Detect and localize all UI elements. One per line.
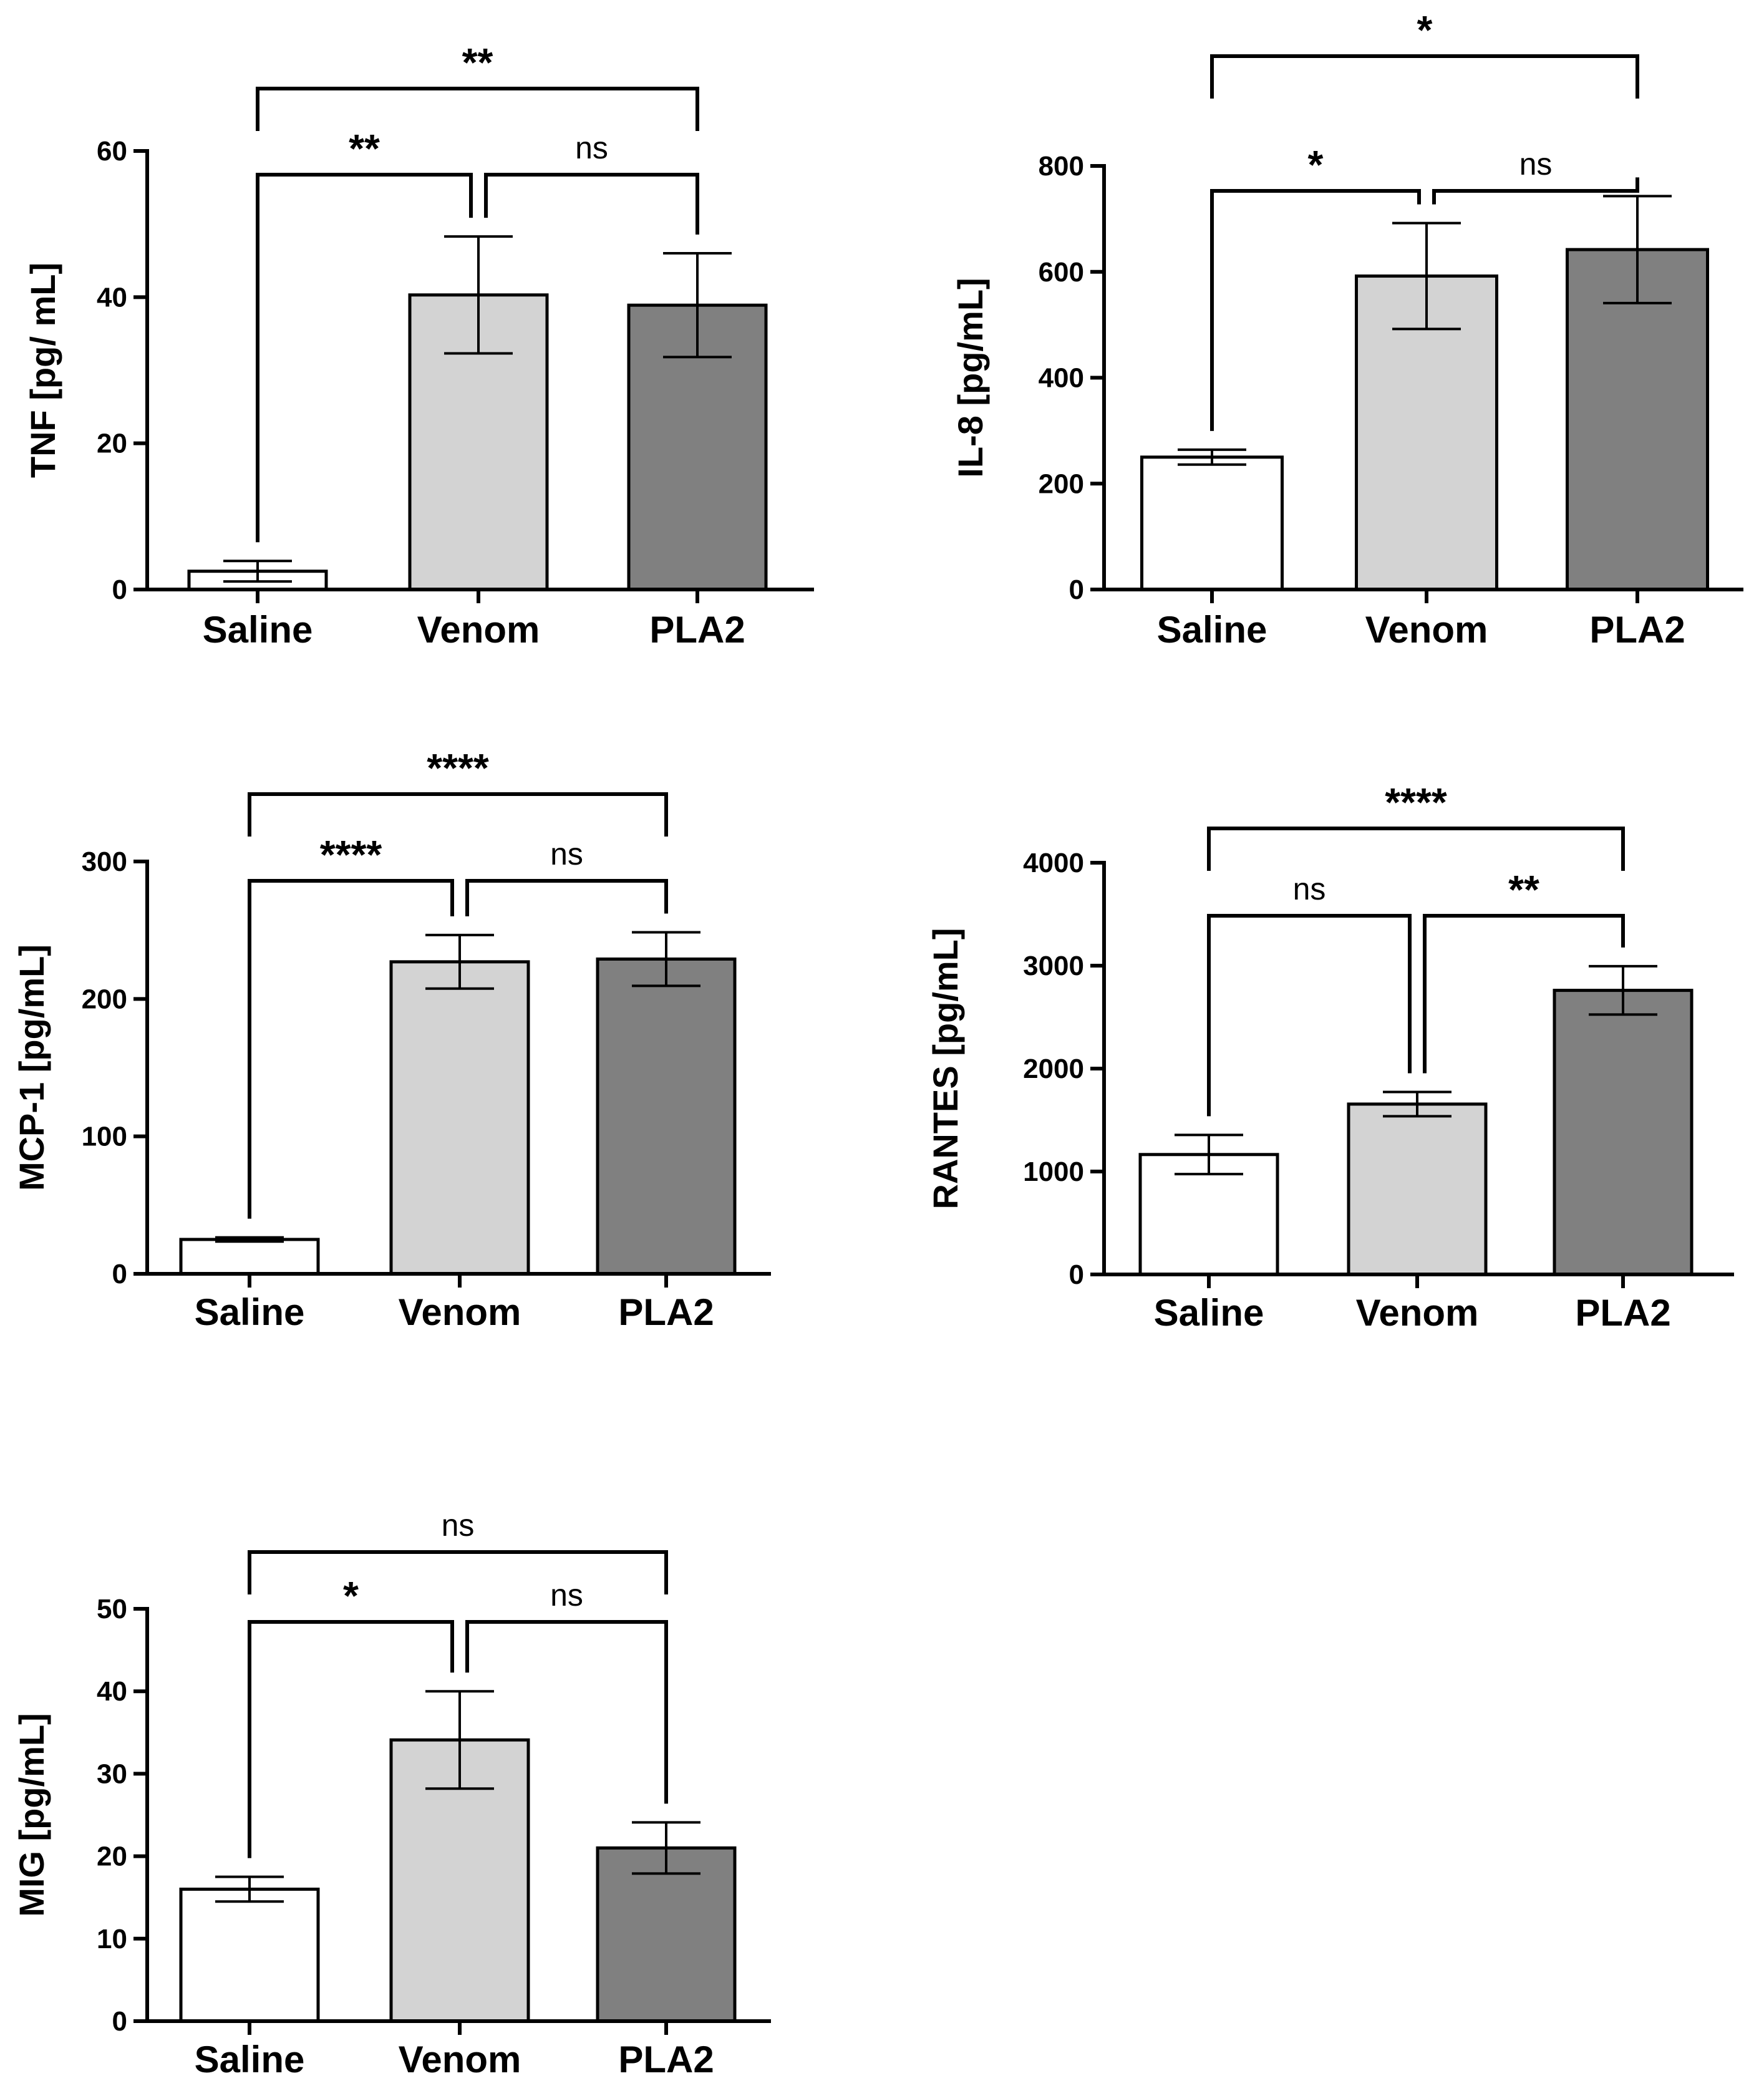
x-tick-label: Venom — [1365, 609, 1488, 651]
y-tick-label: 0 — [112, 2006, 127, 2037]
significance-bracket — [1210, 189, 1421, 431]
significance-bracket — [1207, 827, 1625, 871]
chart-panel-3: 0 100 200 300 Saline Venom PLA2 MCP-1 [pg/mL] **… — [12, 745, 771, 1333]
y-tick-label: 3000 — [1023, 951, 1084, 981]
significance-bracket — [256, 173, 473, 543]
y-tick-label: 30 — [97, 1759, 127, 1789]
significance-bracket — [248, 1550, 668, 1594]
x-tick-label: PLA2 — [1575, 1292, 1670, 1334]
bar-saline — [179, 1887, 320, 2023]
y-tick-label: 40 — [97, 1676, 127, 1707]
significance-label: * — [1308, 142, 1324, 187]
significance-label: ns — [442, 1508, 475, 1543]
significance-label: ns — [1519, 147, 1553, 182]
significance-label: ns — [550, 1578, 583, 1613]
significance-label: ** — [349, 126, 380, 171]
bar-saline — [1140, 455, 1284, 591]
y-tick-label: 1000 — [1023, 1157, 1084, 1187]
x-tick-label: Saline — [195, 2039, 305, 2080]
x-tick-label: Venom — [399, 1291, 521, 1333]
bar-venom — [1347, 1102, 1488, 1276]
significance-label: ** — [462, 40, 493, 85]
significance-label: * — [343, 1573, 359, 1618]
y-axis-label: TNF [pg/ mL] — [23, 263, 62, 478]
y-tick-label: 50 — [97, 1594, 127, 1624]
x-tick-label: Saline — [195, 1291, 305, 1333]
significance-bracket — [465, 879, 668, 916]
y-tick-label: 100 — [82, 1122, 127, 1152]
bar-pla2 — [1553, 989, 1694, 1276]
x-tick-label: Saline — [1154, 1292, 1264, 1334]
y-tick-label: 4000 — [1023, 848, 1084, 878]
y-tick-label: 0 — [1069, 1259, 1084, 1290]
significance-bracket — [1423, 914, 1625, 1074]
significance-bracket — [248, 879, 454, 1219]
significance-bracket — [256, 87, 699, 131]
x-tick-label: PLA2 — [618, 2039, 714, 2080]
significance-label: ns — [1293, 871, 1326, 906]
x-tick-label: Saline — [1157, 609, 1267, 651]
y-axis-label: MCP-1 [pg/mL] — [12, 944, 51, 1191]
bar-pla2 — [596, 957, 737, 1276]
chart-panel-5: 0 10 20 30 40 50 Saline Venom PLA2 MIG [pg/mL] * ns… — [12, 1508, 771, 2080]
y-tick-label: 0 — [112, 1259, 127, 1289]
x-tick-label: Venom — [1356, 1292, 1479, 1334]
y-tick-label: 200 — [82, 984, 127, 1014]
significance-bracket — [1210, 54, 1639, 99]
significance-bracket — [484, 173, 699, 235]
significance-label: **** — [427, 745, 489, 790]
y-axis-label: RANTES [pg/mL] — [926, 928, 965, 1209]
x-tick-label: PLA2 — [649, 609, 745, 651]
y-axis-label: IL-8 [pg/mL] — [951, 278, 990, 477]
x-tick-label: Venom — [399, 2039, 521, 2080]
x-tick-label: PLA2 — [618, 1291, 714, 1333]
significance-bracket — [465, 1620, 668, 1804]
y-tick-label: 60 — [97, 136, 127, 167]
chart-panel-4: 0 1000 2000 3000 4000 Saline Venom PLA2 RANTES [… — [926, 780, 1734, 1334]
bar-pla2 — [1566, 248, 1709, 591]
significance-bracket — [1432, 177, 1639, 205]
y-tick-label: 400 — [1039, 363, 1084, 394]
x-tick-label: Venom — [417, 609, 540, 651]
y-tick-label: 300 — [82, 847, 127, 877]
y-tick-label: 0 — [112, 575, 127, 605]
significance-label: ** — [1508, 867, 1539, 912]
significance-bracket — [248, 1620, 454, 1858]
y-tick-label: 0 — [1069, 575, 1084, 605]
significance-bracket — [1207, 914, 1412, 1117]
y-axis-label: MIG [pg/mL] — [12, 1713, 51, 1917]
significance-label: ns — [550, 837, 583, 871]
significance-bracket — [248, 792, 668, 837]
significance-label: **** — [320, 832, 382, 877]
y-tick-label: 2000 — [1023, 1054, 1084, 1084]
chart-panel-1: 0 20 40 60 Saline Venom PLA2 TNF [pg/ mL] ** ns ** — [23, 40, 814, 651]
y-tick-label: 10 — [97, 1924, 127, 1954]
y-tick-label: 800 — [1039, 151, 1084, 182]
significance-label: ns — [575, 130, 608, 165]
y-tick-label: 600 — [1039, 257, 1084, 288]
y-tick-label: 200 — [1039, 468, 1084, 499]
bar-saline — [179, 1238, 320, 1276]
x-tick-label: Saline — [203, 609, 313, 651]
x-tick-label: PLA2 — [1589, 609, 1685, 651]
y-tick-label: 20 — [97, 1841, 127, 1872]
bar-venom — [389, 960, 530, 1276]
y-tick-label: 20 — [97, 429, 127, 459]
chart-panel-2: 0 200 400 600 800 Saline Venom PLA2 IL-8 [pg/mL]… — [951, 7, 1743, 651]
significance-label: **** — [1385, 780, 1447, 825]
significance-label: * — [1417, 7, 1433, 52]
y-tick-label: 40 — [97, 282, 127, 313]
